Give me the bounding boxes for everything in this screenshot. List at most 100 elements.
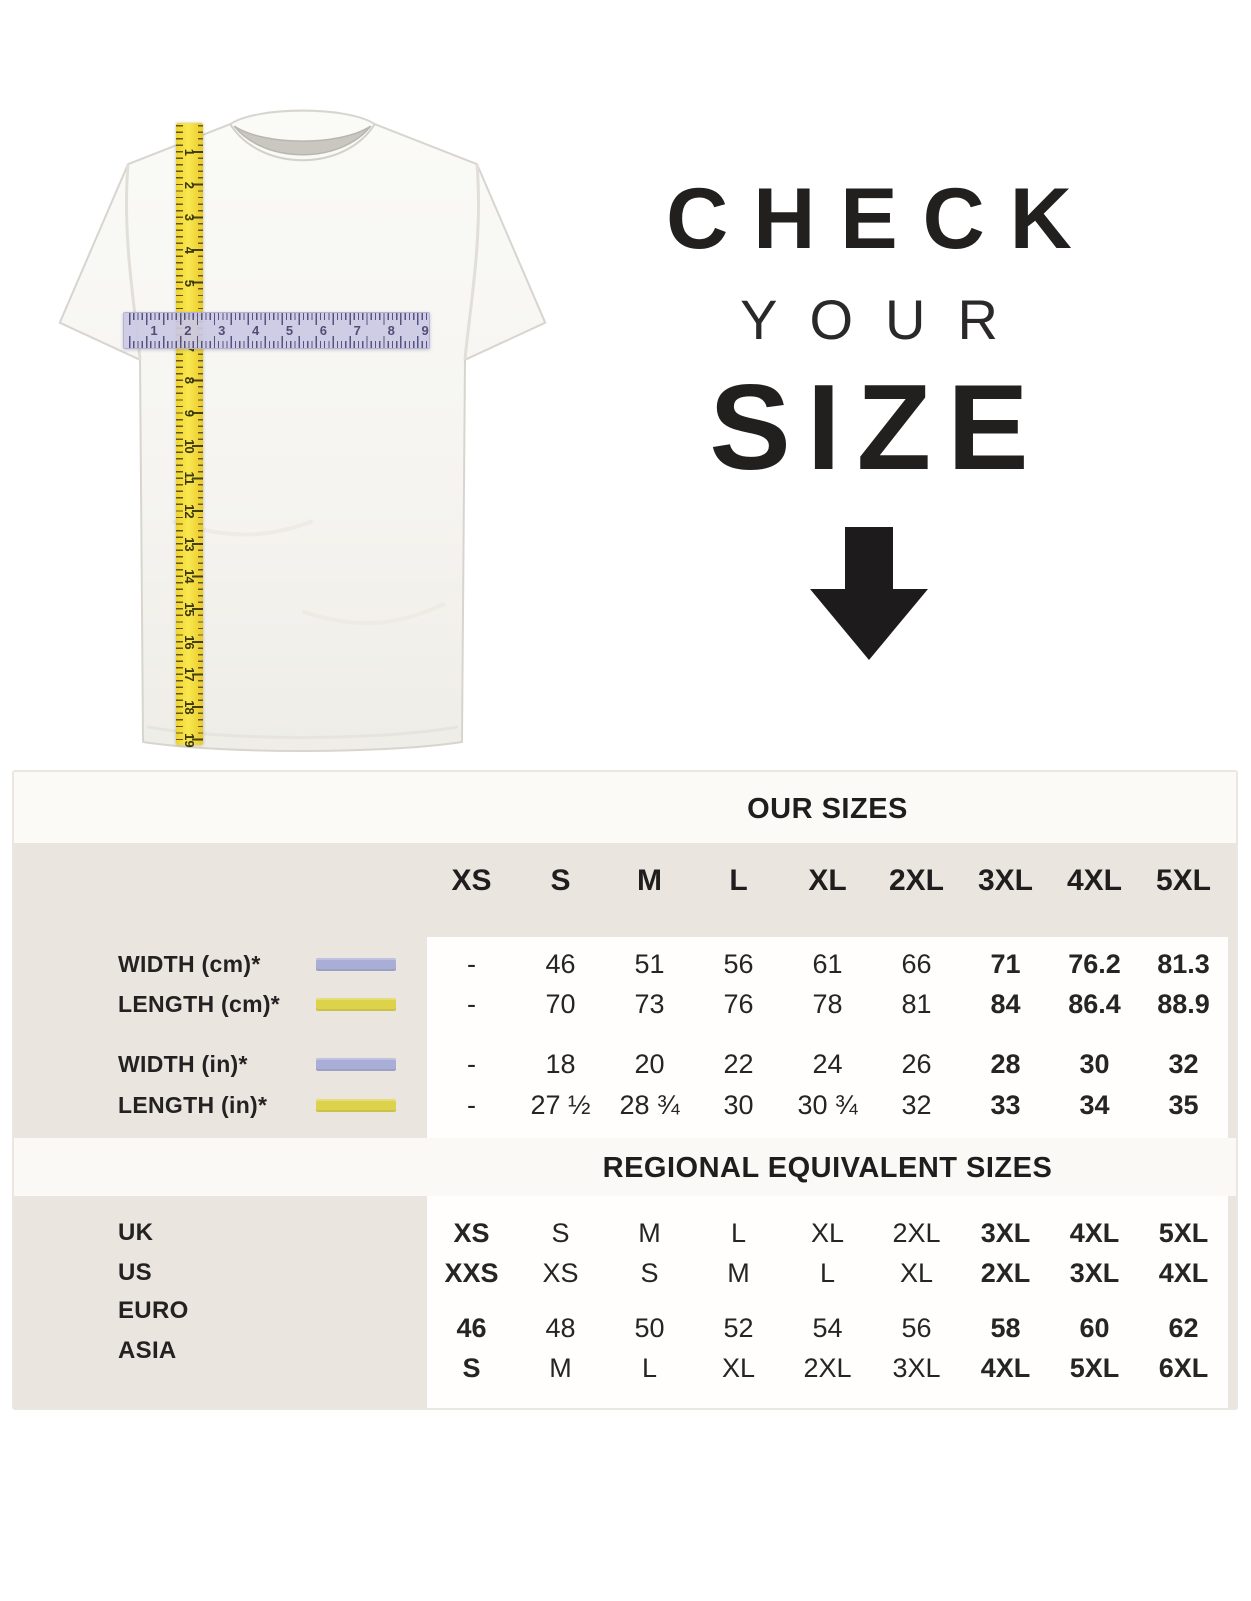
- regional-sizes-section: UK XS S M L XL 2XL 3XL 4XL 5XL US XXS XS…: [14, 1196, 1236, 1408]
- size-value: S: [640, 1257, 659, 1288]
- swatch-cell: [314, 1098, 410, 1112]
- size-value: 18: [545, 1048, 576, 1079]
- row-label: WIDTH (in)*: [118, 1050, 248, 1077]
- size-value: 58: [990, 1312, 1021, 1343]
- size-value: 54: [812, 1312, 843, 1343]
- size-value: 26: [901, 1048, 932, 1079]
- size-value: M: [727, 1257, 750, 1288]
- our-sizes-section: XS S M L XL 2XL 3XL 4XL 5XL WIDTH (cm)* …: [14, 843, 1236, 1138]
- width-color-swatch: [316, 957, 396, 971]
- size-value: 81.3: [1157, 948, 1210, 979]
- size-value: 46: [456, 1312, 487, 1343]
- table-row-uk: UK XS S M L XL 2XL 3XL 4XL 5XL: [14, 1217, 1228, 1249]
- size-value: 5XL: [1069, 1352, 1120, 1383]
- size-value: 30: [1079, 1048, 1110, 1079]
- length-color-swatch: [316, 1098, 396, 1112]
- size-value: 4XL: [980, 1352, 1031, 1383]
- size-value: 4XL: [1158, 1257, 1209, 1288]
- ruler-number: 4: [182, 246, 198, 254]
- down-arrow-icon: [810, 527, 928, 660]
- column-header: 5XL: [1155, 864, 1212, 897]
- ruler-number: 14: [182, 569, 198, 584]
- size-value: L: [641, 1352, 658, 1383]
- ruler-number: 9: [182, 409, 198, 418]
- tshirt-image: [50, 90, 555, 752]
- horizontal-ruler: 1 2 3 4 5 6 7 8 9: [123, 312, 430, 349]
- size-value: 30 ¾: [797, 1089, 858, 1120]
- size-value: S: [462, 1352, 481, 1383]
- size-chart-table: OUR SIZES XS S M L XL 2XL 3XL 4XL 5XL WI…: [12, 770, 1238, 1410]
- table-row-width-cm: WIDTH (cm)* - 46 51 56 61 66 71 76.2 81.…: [14, 948, 1228, 980]
- size-value: 81: [901, 988, 932, 1019]
- size-value: 84: [990, 988, 1021, 1019]
- size-value: 78: [812, 988, 843, 1019]
- headline-size: SIZE: [709, 359, 1045, 495]
- size-value: L: [819, 1257, 836, 1288]
- ruler-number: 2: [182, 181, 198, 189]
- size-value: XS: [453, 1217, 490, 1248]
- table-row-asia: ASIA S M L XL 2XL 3XL 4XL 5XL 6XL: [14, 1337, 1228, 1384]
- size-value: 3XL: [1069, 1257, 1120, 1288]
- size-value: 73: [634, 988, 665, 1019]
- our-sizes-title: OUR SIZES: [747, 792, 908, 825]
- vertical-tape-ruler: 1 2 3 4 5 6 7 8 9 10 11 12 13 14 15 16 1…: [176, 123, 203, 747]
- our-sizes-values-panel: [427, 937, 1228, 1138]
- size-value: XL: [899, 1257, 934, 1288]
- size-value: 5XL: [1158, 1217, 1209, 1248]
- our-sizes-header-band: OUR SIZES: [14, 772, 1236, 843]
- column-header: M: [637, 864, 662, 897]
- size-value: 56: [723, 948, 754, 979]
- size-value: 76.2: [1068, 948, 1121, 979]
- size-value: 61: [812, 948, 843, 979]
- size-value: 20: [634, 1048, 665, 1079]
- tape-tick-marks: [176, 125, 183, 743]
- size-value: 50: [634, 1312, 665, 1343]
- size-value: 33: [990, 1089, 1021, 1120]
- arrow-head: [810, 589, 928, 660]
- size-value: -: [467, 1089, 476, 1120]
- ruler-number: 8: [387, 323, 395, 338]
- tshirt-graphic: [58, 109, 547, 752]
- size-value: 2XL: [803, 1352, 852, 1383]
- ruler-numbers: 1 2 3 4 5 6 7 8 9: [137, 313, 442, 348]
- size-value: 66: [901, 948, 932, 979]
- size-value: 2XL: [980, 1257, 1031, 1288]
- column-header: L: [729, 864, 748, 897]
- size-value: 56: [901, 1312, 932, 1343]
- size-value: 60: [1079, 1312, 1110, 1343]
- region-label: EURO: [118, 1297, 189, 1324]
- column-header: XL: [808, 864, 847, 897]
- arrow-shaft: [845, 527, 893, 590]
- size-value: 51: [634, 948, 665, 979]
- headline-your: YOUR: [740, 288, 1030, 351]
- size-value: M: [638, 1217, 661, 1248]
- table-row-us: US XXS XS S M L XL 2XL 3XL 4XL: [14, 1257, 1228, 1289]
- size-value: 22: [723, 1048, 754, 1079]
- region-label: UK: [118, 1219, 154, 1246]
- ruler-number: 13: [182, 536, 198, 552]
- ruler-number: 2: [184, 323, 192, 338]
- ruler-number: 17: [182, 667, 198, 682]
- ruler-number: 1: [150, 323, 158, 338]
- size-value: 35: [1168, 1089, 1199, 1120]
- ruler-number: 11: [182, 471, 198, 486]
- ruler-major-tick-marks: [129, 336, 427, 348]
- size-column-headers: XS S M L XL 2XL 3XL 4XL 5XL: [14, 863, 1228, 899]
- row-label: WIDTH (cm)*: [118, 950, 261, 977]
- length-color-swatch: [316, 997, 396, 1011]
- size-value: XL: [810, 1217, 845, 1248]
- ruler-major-tick-marks: [129, 313, 427, 325]
- table-row-euro: EURO 46 48 50 52 54 56 58 60 62: [14, 1297, 1228, 1344]
- size-value: 86.4: [1068, 988, 1121, 1019]
- size-value: 3XL: [892, 1352, 941, 1383]
- size-value: -: [467, 988, 476, 1019]
- row-label: LENGTH (cm)*: [118, 990, 281, 1017]
- size-value: 88.9: [1157, 988, 1210, 1019]
- size-value: -: [467, 1048, 476, 1079]
- column-header: S: [550, 864, 571, 897]
- ruler-number: 15: [182, 602, 198, 617]
- table-row-length-cm: LENGTH (cm)* - 70 73 76 78 81 84 86.4 88…: [14, 988, 1228, 1020]
- size-value: 46: [545, 948, 576, 979]
- table-row-length-in: LENGTH (in)* - 27 ½ 28 ¾ 30 30 ¾ 32 33 3…: [14, 1089, 1228, 1121]
